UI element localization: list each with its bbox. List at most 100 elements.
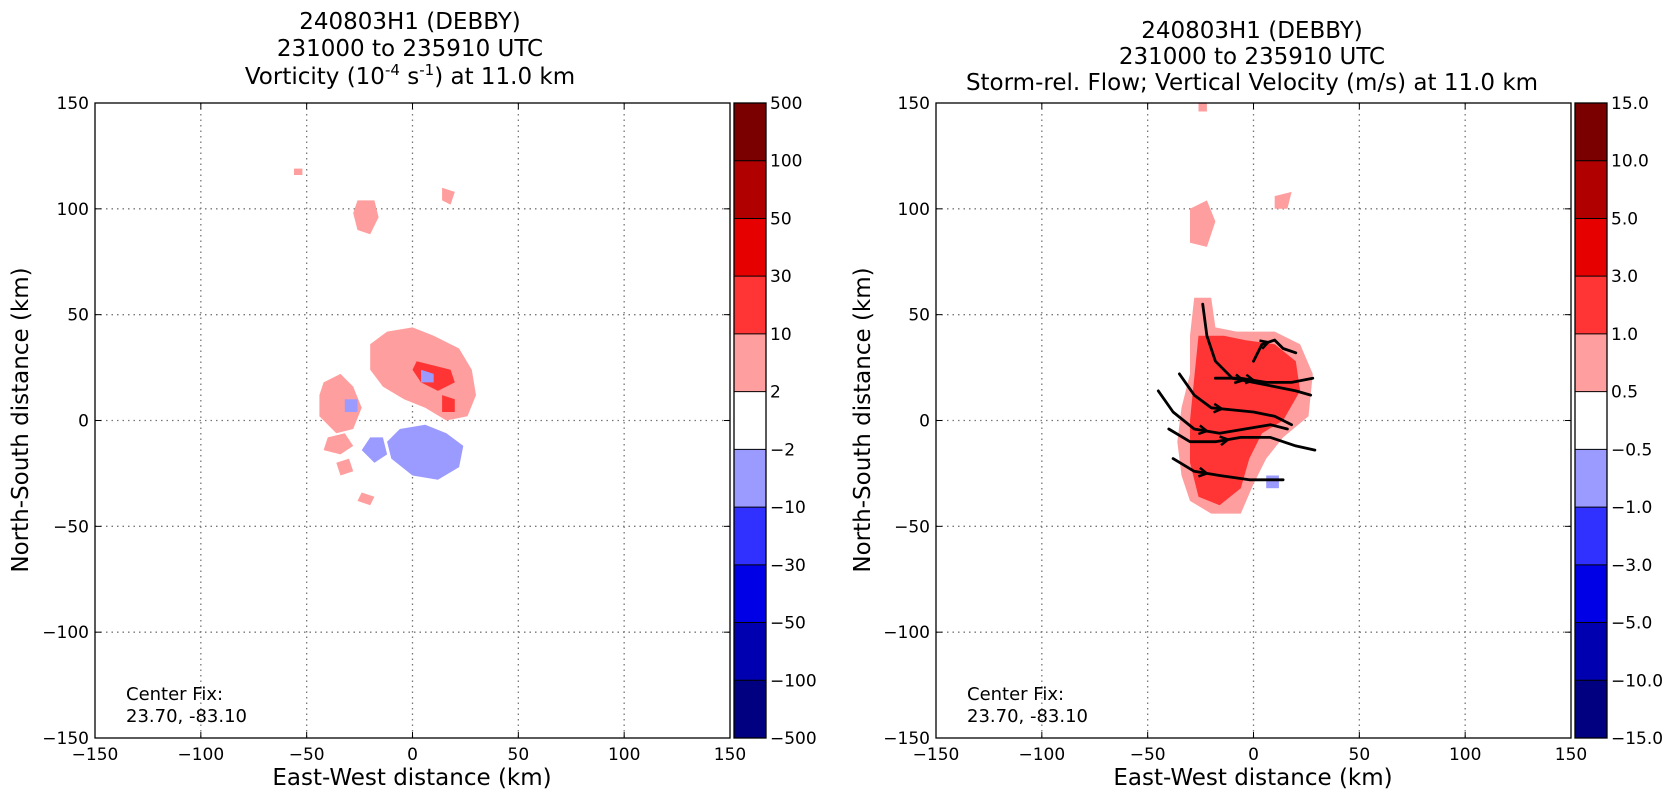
contour-region [1274, 191, 1292, 209]
y-tick-label: 100 [57, 200, 89, 220]
colorbar-segment [734, 622, 766, 681]
colorbar-segment [734, 391, 766, 450]
streamline [1252, 338, 1298, 363]
streamline-arrow [1197, 424, 1210, 436]
colorbar-segment [1575, 103, 1607, 162]
x-tick-label: 150 [1555, 745, 1587, 765]
x-tick-label: 0 [1248, 745, 1259, 765]
streamline [1156, 389, 1289, 435]
colorbar-tick-label: 30 [770, 267, 792, 287]
streamline-arrow [1233, 373, 1246, 385]
contour-region [294, 168, 303, 175]
y-tick-label: 150 [898, 94, 930, 114]
title-superscript: -4 [385, 61, 400, 79]
chart-title-line-3: Storm-rel. Flow; Vertical Velocity (m/s)… [966, 70, 1538, 96]
y-tick-label: −150 [42, 729, 89, 749]
x-tick-label: 0 [407, 745, 418, 765]
center-fix-value: 23.70, -83.10 [126, 706, 247, 727]
colorbar-segment [734, 103, 766, 162]
colorbar-segment [734, 449, 766, 508]
colorbar-segment [1575, 276, 1607, 335]
x-tick-label: −150 [913, 745, 960, 765]
x-tick-label: 150 [714, 745, 746, 765]
colorbar-segment [1575, 391, 1607, 450]
center-fix-label: Center Fix: [126, 684, 223, 705]
y-tick-label: −50 [894, 517, 930, 537]
y-axis-label: North-South distance (km) [850, 267, 876, 572]
colorbar-tick-label: −3.0 [1611, 556, 1652, 576]
vorticity-panel: 240803H1 (DEBBY) 231000 to 235910 UTC Vo… [8, 9, 817, 791]
chart-title-line-2: 231000 to 235910 UTC [1119, 44, 1385, 70]
streamline [1171, 457, 1285, 482]
colorbar-tick-label: −10 [770, 498, 806, 518]
contour-region [1190, 200, 1216, 247]
chart-title-line-1: 240803H1 (DEBBY) [299, 9, 521, 35]
colorbar-segment [734, 218, 766, 277]
title-part: Vorticity (10 [245, 64, 385, 90]
colorbar-frame [733, 102, 767, 739]
colorbar-tick-label: −1.0 [1611, 498, 1652, 518]
colorbar-tick-label: 10.0 [1611, 152, 1649, 172]
streamline-arrow [1219, 435, 1231, 447]
colorbar-tick-label: −50 [770, 614, 806, 634]
x-tick-label: −50 [1130, 745, 1166, 765]
colorbar-segment [734, 680, 766, 739]
y-tick-label: 150 [57, 94, 89, 114]
colorbar-tick-label: 50 [770, 209, 792, 229]
contour-region [323, 433, 354, 455]
title-part: ) at 11.0 km [434, 64, 575, 90]
streamline-arrow [1197, 466, 1210, 478]
y-tick-label: −50 [53, 517, 89, 537]
colorbar-segment [1575, 218, 1607, 277]
y-tick-label: 0 [919, 412, 930, 432]
colorbar-tick-label: 2 [770, 383, 781, 403]
streamline [1178, 372, 1293, 427]
colorbar-frame [1574, 102, 1608, 739]
x-tick-label: 50 [1349, 745, 1371, 765]
x-tick-label: −50 [289, 745, 325, 765]
y-tick-label: −100 [42, 623, 89, 643]
colorbar-segment [1575, 622, 1607, 681]
chart-title-line-2: 231000 to 235910 UTC [277, 36, 543, 62]
x-axis-label: East-West distance (km) [1113, 765, 1392, 791]
x-axis-label: East-West distance (km) [272, 765, 551, 791]
colorbar-tick-label: −100 [770, 671, 817, 691]
colorbar-tick-label: 0.5 [1611, 383, 1638, 403]
contour-region [1266, 475, 1279, 489]
center-fix-value: 23.70, -83.10 [967, 706, 1088, 727]
x-tick-label: −100 [177, 745, 224, 765]
x-tick-label: 100 [608, 745, 640, 765]
colorbar-tick-label: 500 [770, 94, 802, 114]
y-tick-label: 50 [67, 306, 89, 326]
x-tick-label: 50 [508, 745, 530, 765]
y-tick-label: 50 [908, 306, 930, 326]
colorbar-segment [1575, 160, 1607, 219]
colorbar-tick-label: 3.0 [1611, 267, 1638, 287]
contour-region [442, 395, 455, 412]
plot-area: −150−150 −100 −100 −50 −50 0 0 50 50 100 100 150 150 [42, 94, 746, 765]
colorbar-tick-label: 1.0 [1611, 325, 1638, 345]
x-tick-label: 100 [1449, 745, 1481, 765]
streamline [1167, 427, 1317, 452]
colorbar-tick-label: 100 [770, 152, 802, 172]
contour-region [361, 437, 388, 463]
contour-region [421, 369, 434, 383]
y-axis-label: North-South distance (km) [8, 267, 34, 572]
colorbar-tick-label: 10 [770, 325, 792, 345]
colorbar-tick-label: −0.5 [1611, 440, 1652, 460]
colorbar-tick-label: −5.0 [1611, 614, 1652, 634]
chart-title-line-3: Vorticity (10-4 s-1) at 11.0 km [245, 61, 575, 90]
y-tick-label: −150 [883, 729, 930, 749]
colorbar-segment [734, 333, 766, 393]
colorbar-tick-label: −10.0 [1611, 671, 1663, 691]
contour-region [442, 187, 455, 205]
contour-region [357, 492, 375, 506]
colorbar-tick-label: −500 [770, 729, 817, 749]
colorbar-tick-label: −15.0 [1611, 729, 1663, 749]
streamline-arrow [1213, 402, 1225, 414]
chart-title-line-1: 240803H1 (DEBBY) [1141, 18, 1363, 44]
colorbar-segment [1575, 507, 1607, 566]
streamline-arrow [1244, 373, 1257, 385]
colorbar: 500 100 50 30 10 2 −2 −10 −30 −50 −100 −500 [733, 94, 817, 749]
